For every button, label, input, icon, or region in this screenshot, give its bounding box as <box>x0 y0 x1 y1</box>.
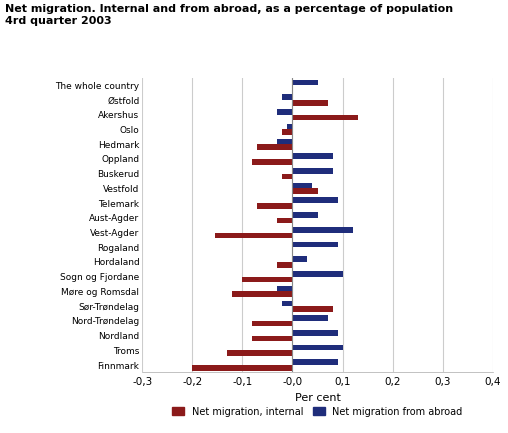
Bar <box>252 336 293 341</box>
Bar <box>293 188 318 194</box>
Bar <box>293 115 358 120</box>
Bar <box>293 306 333 312</box>
Bar <box>293 183 312 188</box>
Text: Net migration. Internal and from abroad, as a percentage of population
4rd quart: Net migration. Internal and from abroad,… <box>5 4 453 26</box>
Bar <box>277 262 293 268</box>
Bar <box>228 350 293 356</box>
Bar <box>277 139 293 144</box>
Bar <box>293 242 337 247</box>
Bar <box>282 129 293 135</box>
Bar <box>293 197 337 203</box>
Bar <box>232 291 293 297</box>
Bar <box>252 321 293 326</box>
Bar <box>293 271 342 277</box>
Bar <box>258 144 293 150</box>
Bar <box>293 100 328 106</box>
Bar <box>293 168 333 174</box>
Bar <box>193 365 293 371</box>
Bar <box>282 301 293 306</box>
Bar <box>293 227 353 233</box>
Bar <box>293 212 318 218</box>
Legend: Net migration, internal, Net migration from abroad: Net migration, internal, Net migration f… <box>169 403 466 420</box>
Bar <box>288 124 293 129</box>
Bar <box>277 218 293 223</box>
Bar <box>293 80 318 85</box>
Bar <box>282 94 293 100</box>
Bar <box>293 153 333 159</box>
Bar <box>215 233 293 238</box>
Bar <box>293 345 342 350</box>
Bar <box>282 174 293 179</box>
Bar <box>277 109 293 115</box>
Bar <box>293 315 328 321</box>
Bar <box>293 359 337 365</box>
Bar <box>252 159 293 165</box>
Bar <box>258 203 293 209</box>
X-axis label: Per cent: Per cent <box>295 393 340 403</box>
Bar <box>242 277 293 282</box>
Bar <box>293 330 337 336</box>
Bar <box>277 286 293 291</box>
Bar <box>293 256 307 262</box>
